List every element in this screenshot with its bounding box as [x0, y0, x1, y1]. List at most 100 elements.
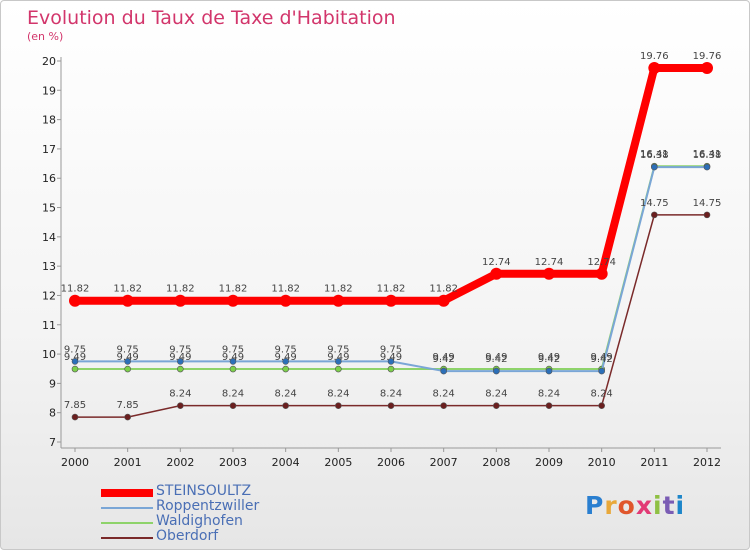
data-point	[651, 211, 658, 219]
data-label: 7.85	[117, 400, 139, 411]
data-label: 9.49	[222, 352, 244, 363]
data-point	[227, 294, 239, 307]
data-label: 12.74	[482, 257, 511, 268]
y-tick-label: 18	[42, 114, 56, 127]
data-point	[124, 365, 131, 373]
legend-label: Roppentzwiller	[156, 498, 260, 514]
data-point	[229, 365, 237, 373]
data-label: 14.75	[640, 198, 669, 209]
data-point	[595, 267, 608, 280]
legend-label: Waldighofen	[156, 513, 243, 529]
x-tick-label: 2011	[640, 456, 668, 469]
data-label: 16.41	[640, 149, 669, 160]
x-tick-label: 2006	[377, 456, 405, 469]
data-point	[703, 163, 711, 171]
data-point	[282, 365, 289, 373]
data-point	[121, 294, 134, 307]
data-point	[279, 294, 292, 307]
legend-swatch	[101, 522, 153, 524]
y-tick-label: 14	[42, 231, 56, 244]
x-tick-label: 2004	[272, 456, 300, 469]
y-tick-label: 10	[42, 348, 56, 361]
data-point	[545, 367, 553, 375]
data-label: 9.49	[64, 352, 86, 363]
y-tick-label: 19	[42, 84, 56, 97]
data-point	[282, 402, 289, 409]
data-point	[598, 402, 605, 409]
unit-label: (en %)	[27, 30, 64, 43]
data-point	[387, 358, 395, 365]
x-tick-label: 2000	[61, 456, 89, 469]
data-label: 8.24	[591, 389, 613, 400]
data-label: 19.76	[693, 51, 722, 62]
data-point	[701, 62, 713, 75]
data-point	[177, 402, 184, 409]
data-label: 16.38	[693, 150, 722, 161]
data-point	[385, 294, 397, 307]
data-label: 9.75	[380, 344, 402, 355]
data-label: 9.49	[169, 352, 191, 363]
data-point	[387, 365, 395, 373]
proxiti-logo: Proxiti	[585, 491, 685, 520]
legend-swatch	[101, 489, 153, 497]
data-label: 12.74	[587, 257, 616, 268]
data-label: 9.42	[538, 354, 560, 365]
data-label: 9.75	[275, 344, 297, 355]
data-point	[651, 163, 658, 171]
data-point	[545, 402, 553, 409]
data-label: 11.82	[377, 284, 406, 295]
data-point	[71, 413, 79, 421]
data-label: 8.24	[433, 389, 455, 400]
data-label: 8.24	[485, 389, 507, 400]
y-tick-label: 16	[42, 172, 56, 185]
data-label: 9.49	[485, 352, 507, 363]
data-label: 8.24	[222, 389, 244, 400]
y-tick-label: 11	[42, 319, 56, 332]
data-point	[493, 367, 500, 375]
data-label: 9.49	[275, 352, 297, 363]
logo-letter: P	[585, 491, 605, 520]
data-label: 8.24	[275, 389, 297, 400]
y-tick-label: 20	[42, 55, 56, 68]
data-point	[440, 367, 447, 375]
legend-swatch	[101, 507, 153, 509]
x-tick-label: 2005	[324, 456, 352, 469]
x-tick-label: 2001	[114, 456, 142, 469]
x-tick-label: 2012	[693, 456, 721, 469]
data-label: 9.49	[380, 352, 402, 363]
data-label: 11.82	[271, 284, 300, 295]
data-label: 11.82	[61, 284, 90, 295]
data-label: 9.75	[222, 344, 244, 355]
data-point	[332, 294, 345, 307]
chart-title: Evolution du Taux de Taxe d'Habitation	[27, 7, 396, 29]
data-point	[437, 294, 450, 307]
logo-letter: r	[604, 491, 618, 520]
data-label: 9.75	[117, 344, 139, 355]
legend-label: Oberdorf	[156, 528, 219, 544]
logo-letter: t	[662, 491, 676, 520]
logo-letter: i	[653, 491, 663, 520]
data-label: 9.49	[327, 352, 349, 363]
x-tick-label: 2002	[166, 456, 194, 469]
data-point	[440, 402, 447, 409]
data-label: 16.38	[640, 150, 669, 161]
data-label: 9.75	[64, 344, 86, 355]
data-label: 11.82	[113, 284, 142, 295]
data-point	[229, 402, 237, 409]
data-label: 9.49	[117, 352, 139, 363]
data-label: 16.41	[693, 149, 722, 160]
data-label: 11.82	[429, 284, 458, 295]
logo-letter: x	[635, 491, 653, 520]
data-label: 9.42	[433, 354, 455, 365]
logo-letter: o	[617, 491, 636, 520]
data-point	[124, 413, 131, 421]
data-point	[71, 365, 79, 373]
data-label: 11.82	[324, 284, 353, 295]
data-point	[124, 358, 131, 365]
x-tick-label: 2010	[588, 456, 616, 469]
x-tick-label: 2009	[535, 456, 563, 469]
data-label: 9.49	[433, 352, 455, 363]
data-point	[177, 365, 184, 373]
data-label: 7.85	[64, 400, 86, 411]
